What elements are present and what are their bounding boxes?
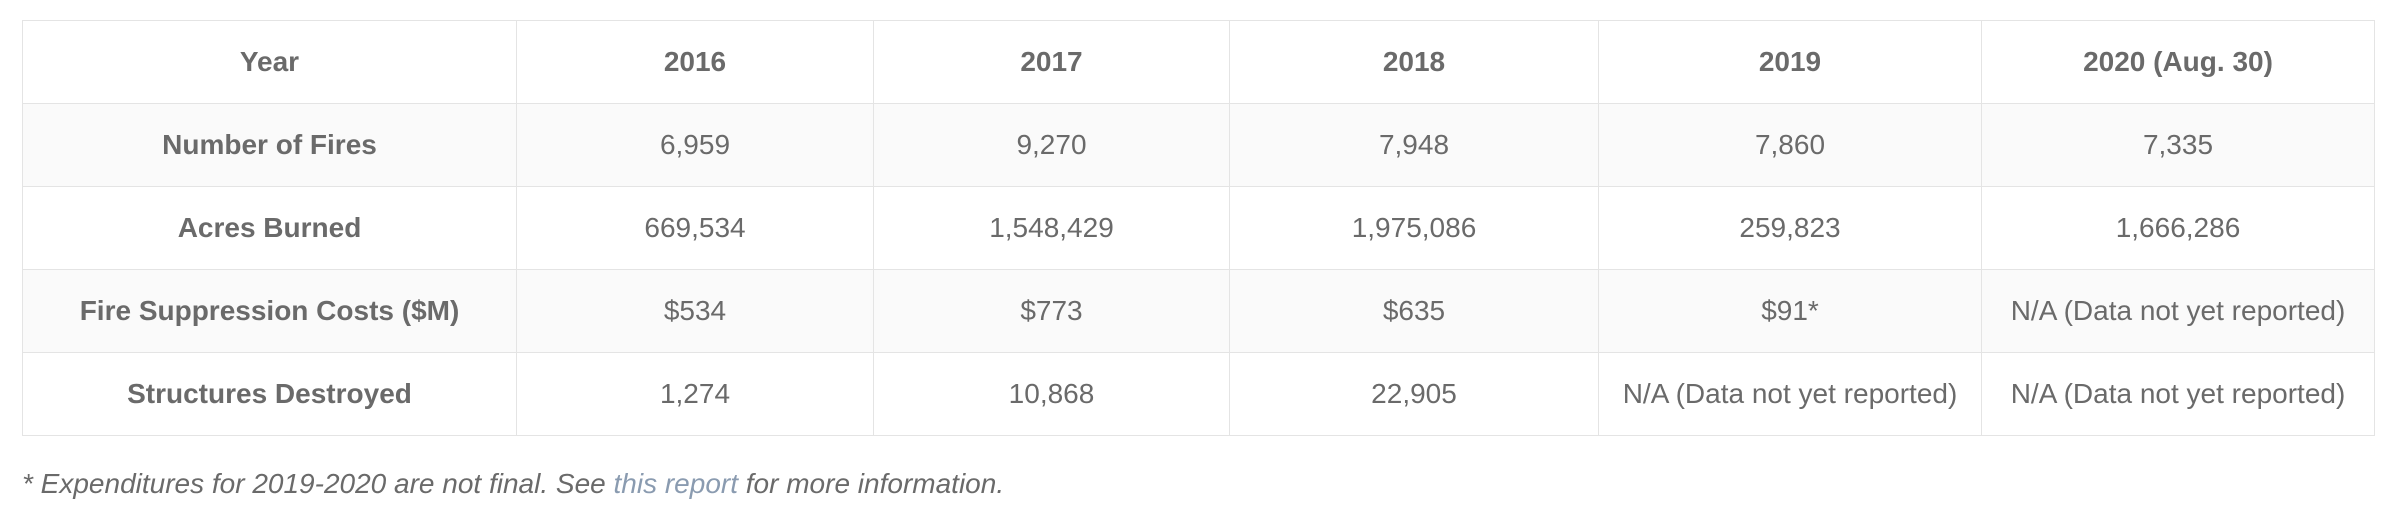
- table-cell: 669,534: [516, 186, 874, 270]
- table-cell: 7,948: [1229, 103, 1599, 187]
- header-cell-2020: 2020 (Aug. 30): [1981, 20, 2375, 104]
- report-link[interactable]: this report: [613, 468, 739, 499]
- table-cell: N/A (Data not yet reported): [1981, 269, 2375, 353]
- footnote: * Expenditures for 2019-2020 are not fin…: [22, 468, 1004, 500]
- row-label: Number of Fires: [22, 103, 517, 187]
- table-cell: 22,905: [1229, 352, 1599, 436]
- table-cell: 1,666,286: [1981, 186, 2375, 270]
- footnote-text-after: for more information.: [738, 468, 1005, 499]
- header-cell-2016: 2016: [516, 20, 874, 104]
- row-label: Structures Destroyed: [22, 352, 517, 436]
- table-cell: 10,868: [873, 352, 1230, 436]
- header-cell-2018: 2018: [1229, 20, 1599, 104]
- header-cell-2017: 2017: [873, 20, 1230, 104]
- table-cell: N/A (Data not yet reported): [1981, 352, 2375, 436]
- table-row-fire-suppression-costs: Fire Suppression Costs ($M) $534 $773 $6…: [22, 269, 2375, 353]
- table-cell: 7,335: [1981, 103, 2375, 187]
- table-cell: 6,959: [516, 103, 874, 187]
- fire-statistics-table: Year 2016 2017 2018 2019 2020 (Aug. 30) …: [22, 20, 2375, 436]
- header-cell-year: Year: [22, 20, 517, 104]
- header-cell-2019: 2019: [1598, 20, 1982, 104]
- row-label: Fire Suppression Costs ($M): [22, 269, 517, 353]
- table-cell: 1,975,086: [1229, 186, 1599, 270]
- table-cell: $91*: [1598, 269, 1982, 353]
- row-label: Acres Burned: [22, 186, 517, 270]
- table-cell: 1,274: [516, 352, 874, 436]
- table-cell: 9,270: [873, 103, 1230, 187]
- table-header-row: Year 2016 2017 2018 2019 2020 (Aug. 30): [22, 20, 2375, 104]
- fire-statistics-table-container: Year 2016 2017 2018 2019 2020 (Aug. 30) …: [22, 20, 2375, 436]
- table-cell: 259,823: [1598, 186, 1982, 270]
- table-row-acres-burned: Acres Burned 669,534 1,548,429 1,975,086…: [22, 186, 2375, 270]
- table-row-number-of-fires: Number of Fires 6,959 9,270 7,948 7,860 …: [22, 103, 2375, 187]
- table-cell: 7,860: [1598, 103, 1982, 187]
- table-cell: N/A (Data not yet reported): [1598, 352, 1982, 436]
- table-cell: $773: [873, 269, 1230, 353]
- table-row-structures-destroyed: Structures Destroyed 1,274 10,868 22,905…: [22, 352, 2375, 436]
- table-cell: $534: [516, 269, 874, 353]
- table-cell: $635: [1229, 269, 1599, 353]
- footnote-text-before: * Expenditures for 2019-2020 are not fin…: [22, 468, 614, 499]
- table-cell: 1,548,429: [873, 186, 1230, 270]
